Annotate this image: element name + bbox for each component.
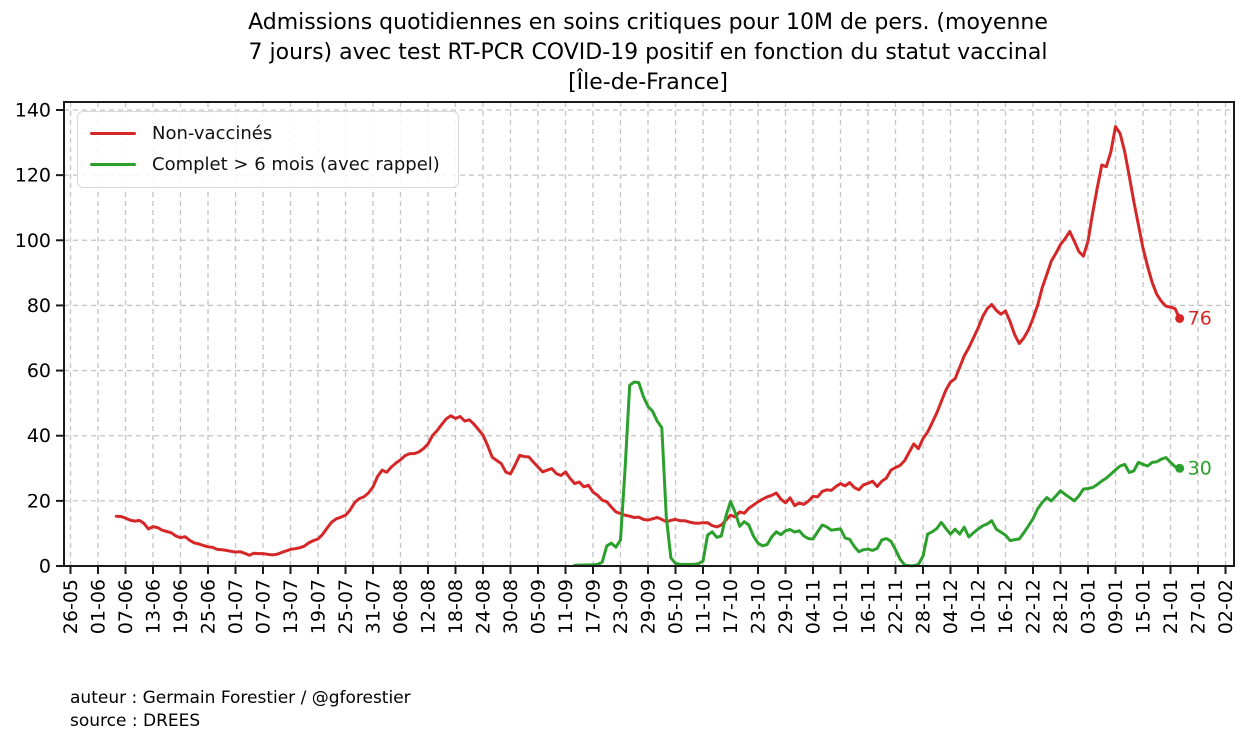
svg-text:04-12: 04-12 <box>940 579 962 634</box>
legend-item-non-vaccines: Non-vaccinés <box>90 123 440 144</box>
svg-text:03-01: 03-01 <box>1078 579 1100 634</box>
svg-text:05-09: 05-09 <box>528 579 550 634</box>
svg-text:22-11: 22-11 <box>885 579 907 634</box>
svg-text:23-10: 23-10 <box>748 579 770 634</box>
svg-text:04-11: 04-11 <box>803 579 825 634</box>
svg-text:28-11: 28-11 <box>913 579 935 634</box>
svg-text:120: 120 <box>15 165 51 187</box>
svg-text:17-09: 17-09 <box>583 579 605 634</box>
svg-text:21-01: 21-01 <box>1160 579 1182 634</box>
svg-text:0: 0 <box>39 556 51 578</box>
svg-text:13-06: 13-06 <box>143 579 165 634</box>
svg-text:02-02: 02-02 <box>1215 579 1237 634</box>
svg-text:09-01: 09-01 <box>1105 579 1127 634</box>
author-credit: auteur : Germain Forestier / @gforestier <box>70 688 411 708</box>
svg-text:19-06: 19-06 <box>170 579 192 634</box>
green-line-swatch <box>90 162 136 167</box>
svg-text:23-09: 23-09 <box>610 579 632 634</box>
svg-text:19-07: 19-07 <box>308 579 330 634</box>
svg-text:12-08: 12-08 <box>418 579 440 634</box>
svg-text:10-11: 10-11 <box>830 579 852 634</box>
svg-text:76: 76 <box>1188 307 1212 329</box>
svg-text:31-07: 31-07 <box>363 579 385 634</box>
source-credit: source : DREES <box>70 710 201 731</box>
svg-text:24-08: 24-08 <box>473 579 495 634</box>
svg-text:40: 40 <box>27 425 51 447</box>
svg-text:60: 60 <box>27 360 51 382</box>
svg-text:28-12: 28-12 <box>1050 579 1072 634</box>
svg-text:25-06: 25-06 <box>198 579 220 634</box>
chart-title-line3: [Île-de-France] <box>568 70 728 95</box>
svg-text:140: 140 <box>15 100 51 122</box>
svg-text:07-07: 07-07 <box>253 579 275 634</box>
chart-footer: auteur : Germain Forestier / @gforestier… <box>70 687 411 732</box>
svg-text:10-12: 10-12 <box>968 579 990 634</box>
svg-text:01-06: 01-06 <box>88 579 110 634</box>
legend-label: Non-vaccinés <box>152 123 273 144</box>
svg-text:18-08: 18-08 <box>445 579 467 634</box>
svg-text:29-10: 29-10 <box>775 579 797 634</box>
svg-text:80: 80 <box>27 295 51 317</box>
chart-title: Admissions quotidiennes en soins critiqu… <box>48 8 1248 98</box>
chart-legend: Non-vaccinés Complet > 6 mois (avec rapp… <box>77 111 459 188</box>
svg-text:26-05: 26-05 <box>60 579 82 634</box>
legend-item-complet-6-mois: Complet > 6 mois (avec rappel) <box>90 154 440 175</box>
svg-text:16-11: 16-11 <box>858 579 880 634</box>
red-line-swatch <box>90 131 136 136</box>
svg-text:16-12: 16-12 <box>995 579 1017 634</box>
svg-text:22-12: 22-12 <box>1023 579 1045 634</box>
chart-title-line2: 7 jours) avec test RT-PCR COVID-19 posit… <box>248 40 1048 65</box>
svg-text:11-09: 11-09 <box>555 579 577 634</box>
svg-text:01-07: 01-07 <box>225 579 247 634</box>
svg-text:100: 100 <box>15 230 51 252</box>
svg-text:13-07: 13-07 <box>280 579 302 634</box>
svg-text:30-08: 30-08 <box>500 579 522 634</box>
svg-text:07-06: 07-06 <box>115 579 137 634</box>
svg-text:06-08: 06-08 <box>390 579 412 634</box>
svg-text:30: 30 <box>1188 457 1212 479</box>
svg-text:29-09: 29-09 <box>638 579 660 634</box>
chart-title-line1: Admissions quotidiennes en soins critiqu… <box>248 10 1048 35</box>
svg-text:05-10: 05-10 <box>665 579 687 634</box>
svg-text:11-10: 11-10 <box>693 579 715 634</box>
svg-text:27-01: 27-01 <box>1188 579 1210 634</box>
svg-text:20: 20 <box>27 490 51 512</box>
svg-text:25-07: 25-07 <box>335 579 357 634</box>
svg-text:15-01: 15-01 <box>1133 579 1155 634</box>
svg-text:17-10: 17-10 <box>720 579 742 634</box>
legend-label: Complet > 6 mois (avec rappel) <box>152 154 440 175</box>
